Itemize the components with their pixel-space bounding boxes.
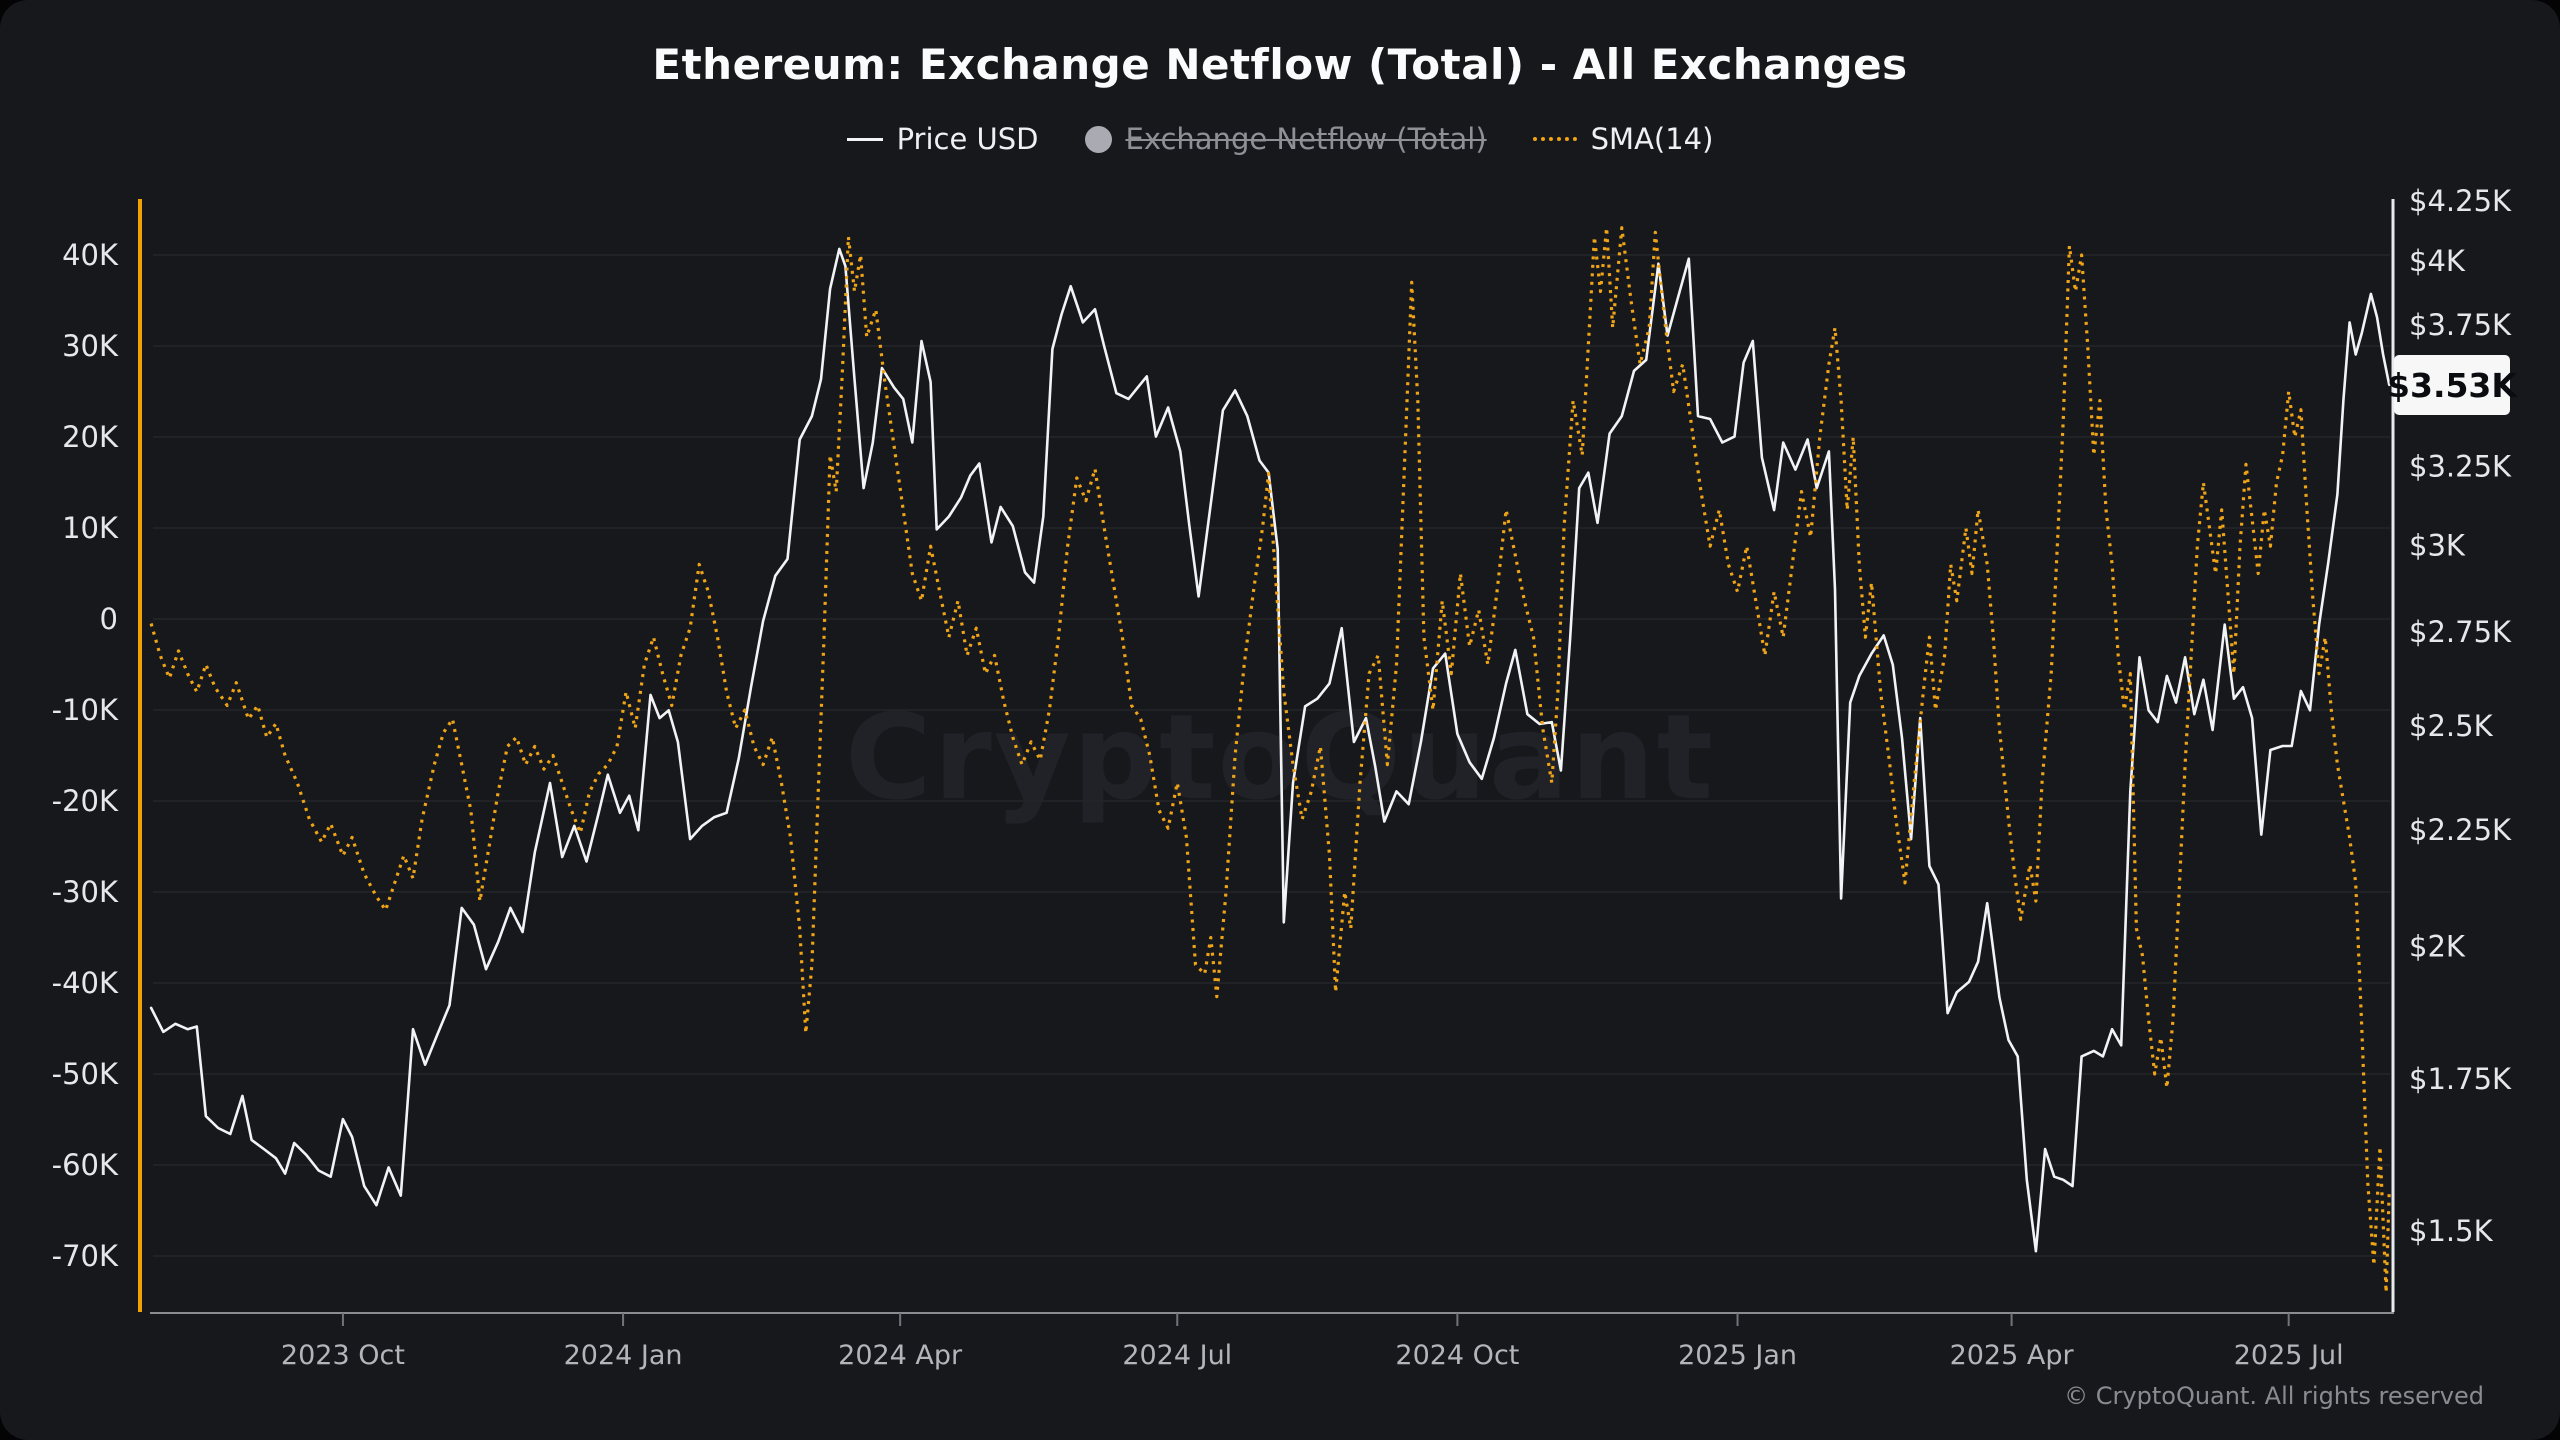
circle-marker-icon <box>1084 125 1112 153</box>
left-axis-label: 10K <box>62 511 119 545</box>
x-tick-label: 2025 Apr <box>1950 1340 2075 1371</box>
right-axis-label: $4.25K <box>2409 184 2512 218</box>
right-axis-label: $2.75K <box>2409 615 2512 649</box>
right-axis-label: $1.5K <box>2409 1214 2494 1248</box>
legend-item-label: Exchange Netflow (Total) <box>1125 122 1487 156</box>
right-axis-label: $3K <box>2409 529 2466 563</box>
series-sma-14- <box>149 226 2391 1295</box>
x-tick-label: 2024 Jul <box>1122 1340 1232 1371</box>
series-price-usd <box>149 247 2391 1253</box>
x-tick-label: 2023 Oct <box>281 1340 405 1371</box>
left-axis-label: -50K <box>52 1057 119 1091</box>
right-axis-label: $2.25K <box>2409 813 2512 847</box>
right-axis-label: $3.75K <box>2409 308 2512 342</box>
left-axis-label: 30K <box>62 329 119 363</box>
x-tick-label: 2024 Jan <box>564 1340 683 1371</box>
x-tick-label: 2025 Jan <box>1678 1340 1797 1371</box>
left-axis-label: 0 <box>100 602 118 636</box>
left-axis-label: 40K <box>62 238 119 272</box>
legend-item-price-usd[interactable]: Price USD <box>846 122 1039 156</box>
legend-item-sma-14-[interactable]: SMA(14) <box>1532 122 1714 156</box>
legend-item-exchange-netflow-total-[interactable]: Exchange Netflow (Total) <box>1084 122 1487 156</box>
dash-marker-icon <box>1532 137 1577 141</box>
line-marker-icon <box>846 137 883 141</box>
left-axis-label: -20K <box>52 784 119 818</box>
current-price-badge: $3.53K <box>2387 355 2517 415</box>
right-axis-label: $2.5K <box>2409 709 2494 743</box>
x-tick-label: 2024 Oct <box>1395 1340 1519 1371</box>
legend-item-label: SMA(14) <box>1590 122 1714 156</box>
legend-item-label: Price USD <box>896 122 1039 156</box>
right-axis-label: $4K <box>2409 244 2466 278</box>
copyright-text: © CryptoQuant. All rights reserved <box>2064 1382 2484 1410</box>
x-tick-label: 2024 Apr <box>838 1340 963 1371</box>
right-axis-label: $1.75K <box>2409 1062 2512 1096</box>
left-axis-label: -30K <box>52 875 119 909</box>
left-axis-label: -10K <box>52 693 119 727</box>
page-title: Ethereum: Exchange Netflow (Total) - All… <box>652 40 1908 89</box>
x-tick-label: 2025 Jul <box>2234 1340 2344 1371</box>
right-axis-label: $2K <box>2409 930 2466 964</box>
legend: Price USD Exchange Netflow (Total) SMA(14) <box>0 122 2560 156</box>
left-axis-label: -70K <box>52 1239 119 1273</box>
left-axis-label: -60K <box>52 1148 119 1182</box>
right-axis-label: $3.25K <box>2409 450 2512 484</box>
left-axis-label: -40K <box>52 966 119 1000</box>
left-axis-label: 20K <box>62 420 119 454</box>
